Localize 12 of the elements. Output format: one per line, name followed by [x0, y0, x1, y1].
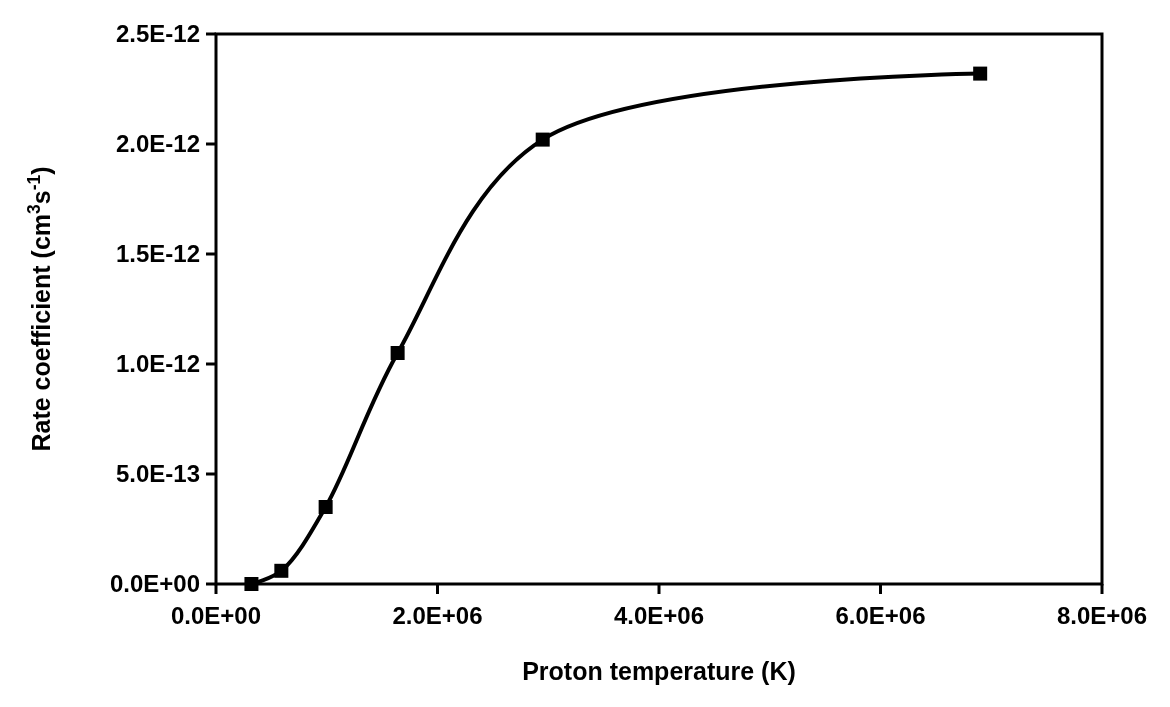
x-tick-label: 2.0E+06 [392, 602, 483, 629]
x-tick-label: 0.0E+00 [170, 602, 262, 629]
y-tick-label: 2.5E-12 [115, 20, 200, 48]
x-tick-label: 6.0E+06 [835, 602, 926, 629]
x-axis-title: Proton temperature (K) [522, 657, 796, 685]
x-tick-label: 4.0E+06 [613, 602, 705, 629]
y-tick-label: 0.0E+00 [109, 570, 200, 598]
x-tick-label: 8.0E+06 [1056, 602, 1148, 629]
y-tick-label: 5.0E-13 [115, 460, 200, 488]
y-tick-label: 1.5E-12 [115, 240, 200, 268]
y-tick-label: 2.0E-12 [115, 130, 200, 158]
y-tick-label: 1.0E-12 [115, 350, 200, 378]
